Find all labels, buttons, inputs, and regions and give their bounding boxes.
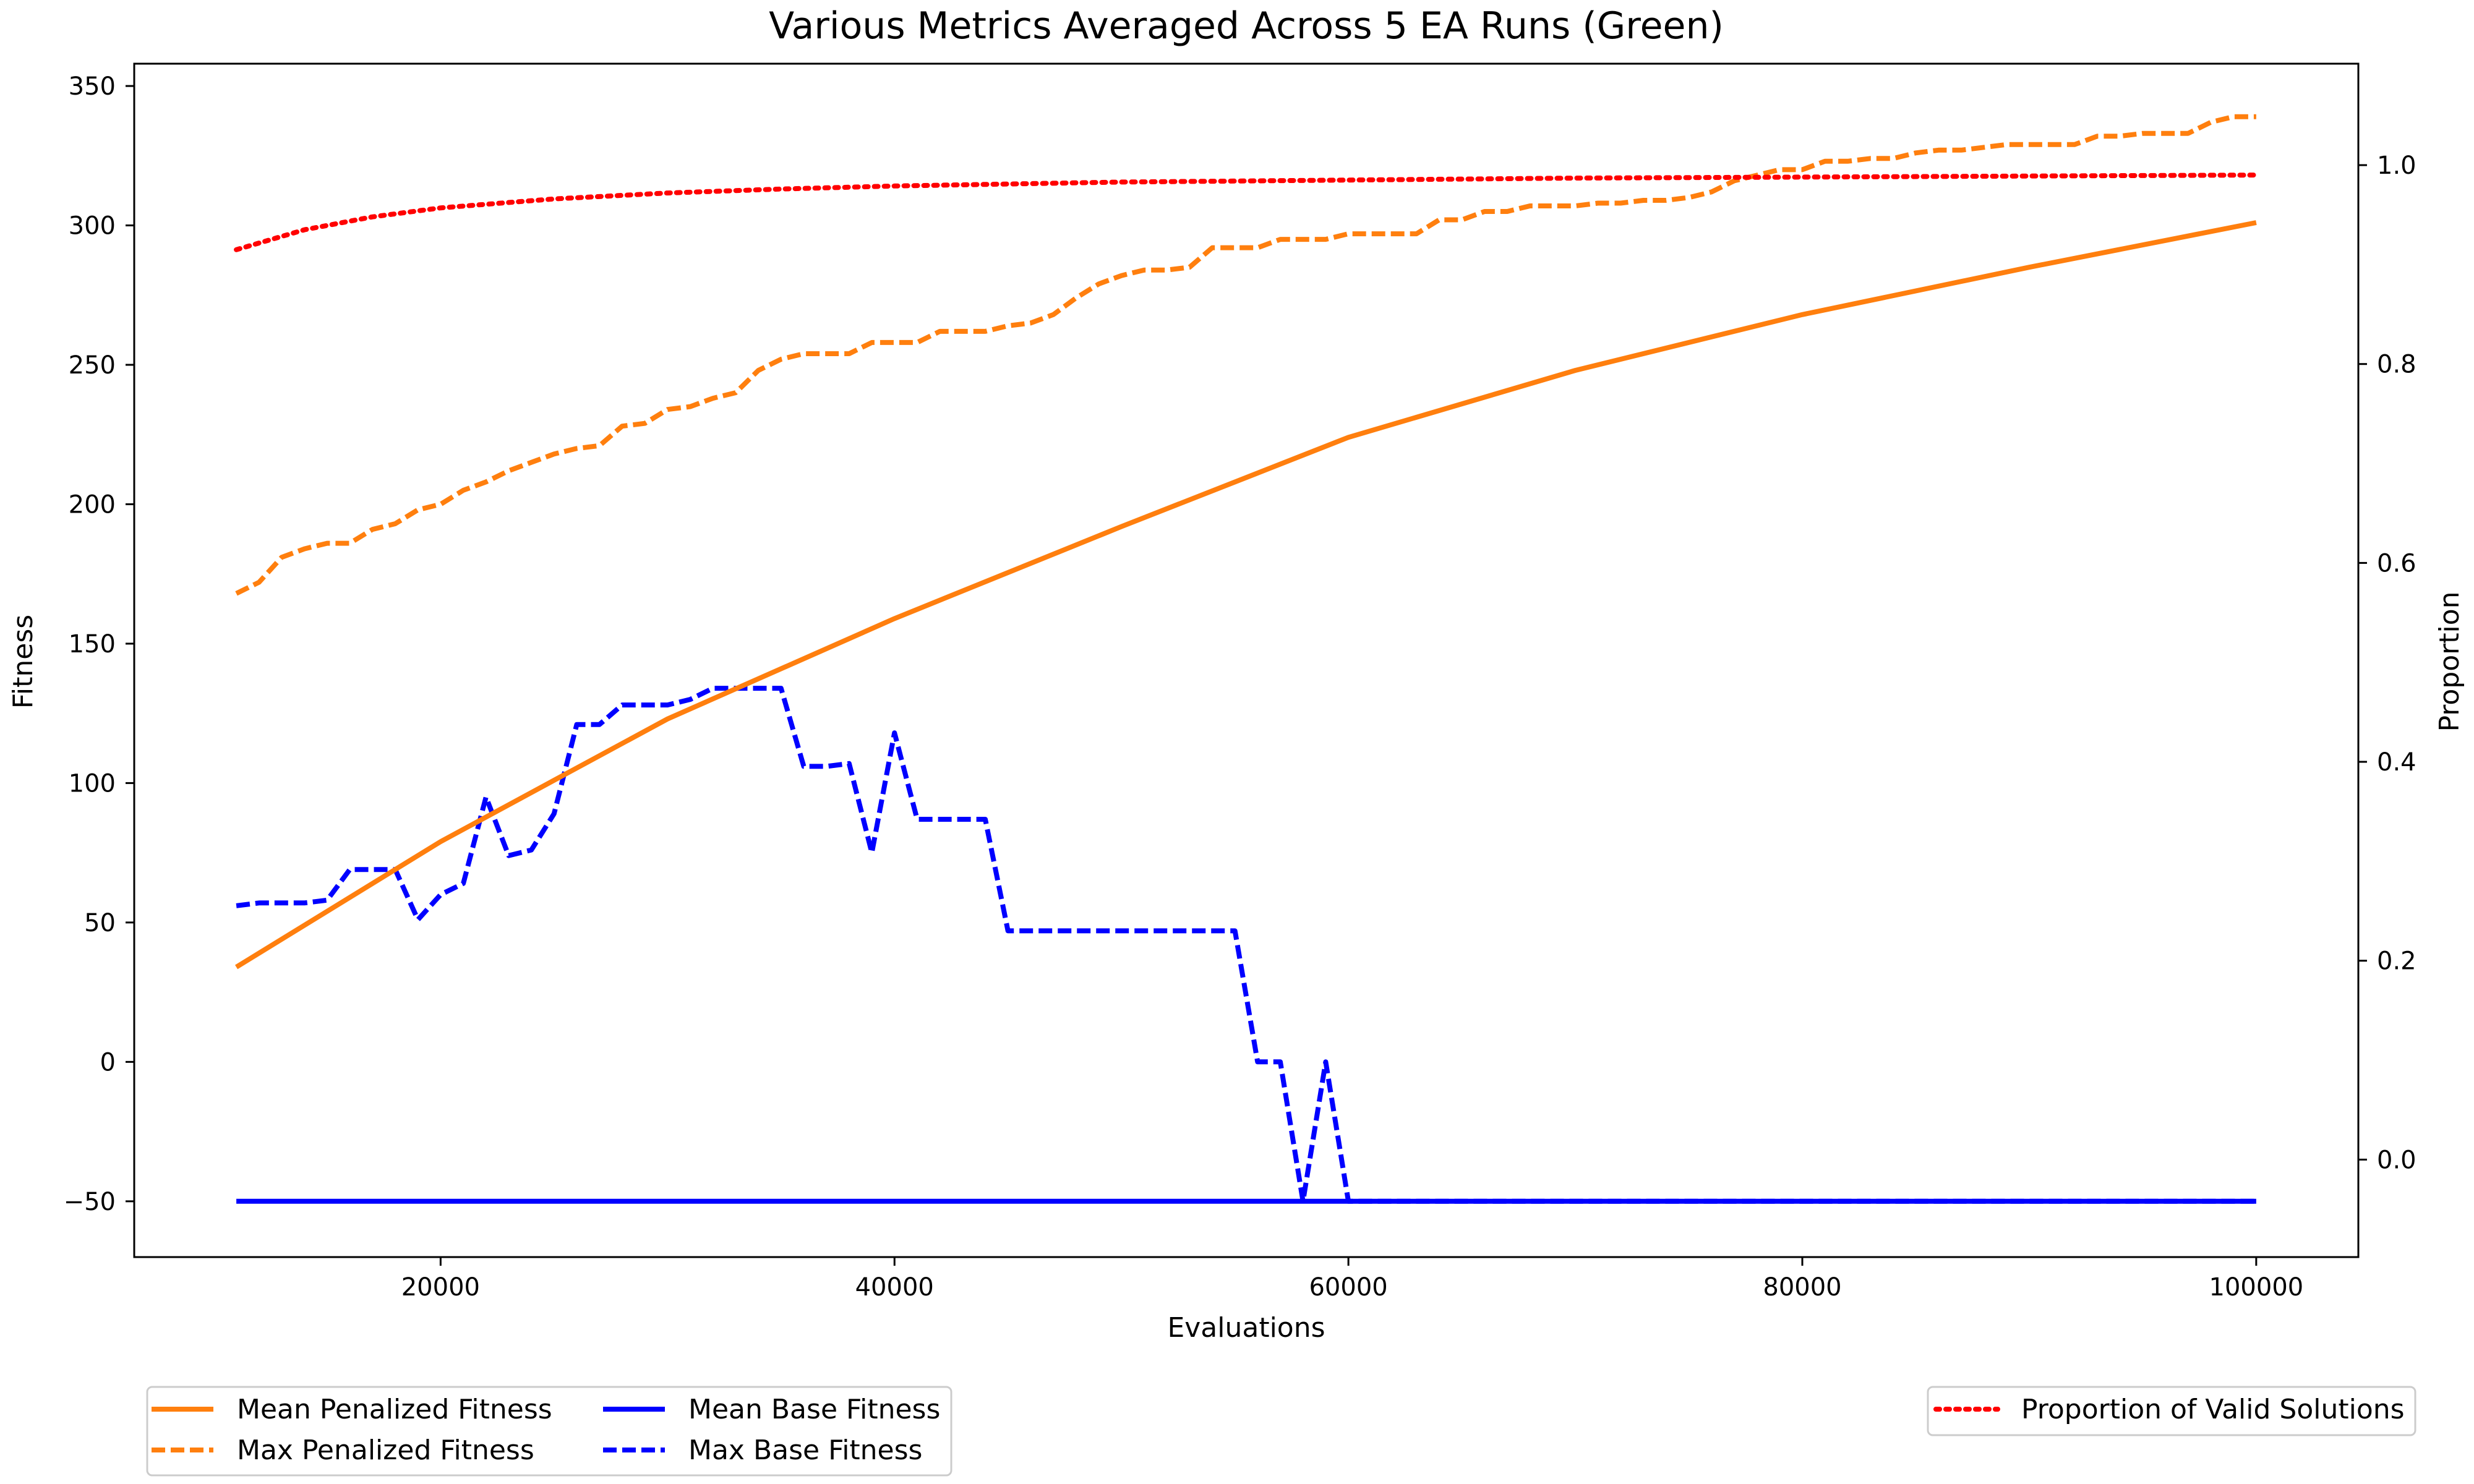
legend-box [1927,1386,2416,1436]
legend-box [146,1386,952,1477]
legend-proportion: Proportion of Valid Solutions [1927,1386,2416,1436]
x-tick-label: 80000 [1763,1273,1841,1302]
axes-layer: 20000 40000 60000 80000 100000 −50 0 50 100 150 20… [64,62,2416,1302]
y2-tick-label: 0.8 [2377,351,2416,379]
y2-tick-label: 1.0 [2377,151,2416,180]
series-line-max-penalized-fitness [235,114,2256,596]
y2-axis-label: Proportion [2434,591,2465,731]
series-line-mean-penalized-fitness [235,220,2257,970]
series-layer [234,114,2259,1204]
y2-tick-label: 0.4 [2377,748,2416,777]
x-tick-label: 20000 [401,1273,480,1302]
y-tick-label: −50 [64,1188,116,1216]
y-tick-label: 300 [69,212,116,241]
legend-layer: Mean Penalized Fitness Max Penalized Fitn… [146,1386,2416,1477]
y-axis-label: Fitness [7,615,39,709]
x-tick-label: 100000 [2209,1273,2304,1302]
y-tick-label: 50 [84,909,116,937]
y2-tick-label: 0.2 [2377,947,2416,976]
y-tick-label: 100 [69,769,116,798]
legend-label-proportion-of-valid-solutions: Proportion of Valid Solutions [2021,1394,2405,1425]
y-tick-label: 200 [69,490,116,519]
y-tick-label: 350 [69,72,116,101]
y2-tick-label: 0.6 [2377,549,2416,578]
y-tick-label: 250 [69,351,116,380]
y-tick-label: 0 [100,1048,116,1077]
legend-fitness: Mean Penalized Fitness Max Penalized Fitn… [146,1386,952,1477]
y-tick-label: 150 [69,630,116,659]
x-axis-label: Evaluations [1167,1312,1325,1344]
legend-label-max-base-fitness: Max Base Fitness [688,1435,922,1466]
plot-frame [133,62,2360,1258]
legend-label-max-penalized-fitness: Max Penalized Fitness [237,1435,534,1466]
y2-tick-label: 0.0 [2377,1146,2416,1174]
legend-label-mean-penalized-fitness: Mean Penalized Fitness [237,1394,552,1425]
x-tick-label: 60000 [1309,1273,1387,1302]
series-line-max-base-fitness [236,686,2256,1204]
series-line-proportion-of-valid-solutions [234,173,2259,252]
x-tick-label: 40000 [855,1273,934,1302]
legend-label-mean-base-fitness: Mean Base Fitness [688,1394,940,1425]
chart-title: Various Metrics Averaged Across 5 EA Run… [769,4,1724,48]
